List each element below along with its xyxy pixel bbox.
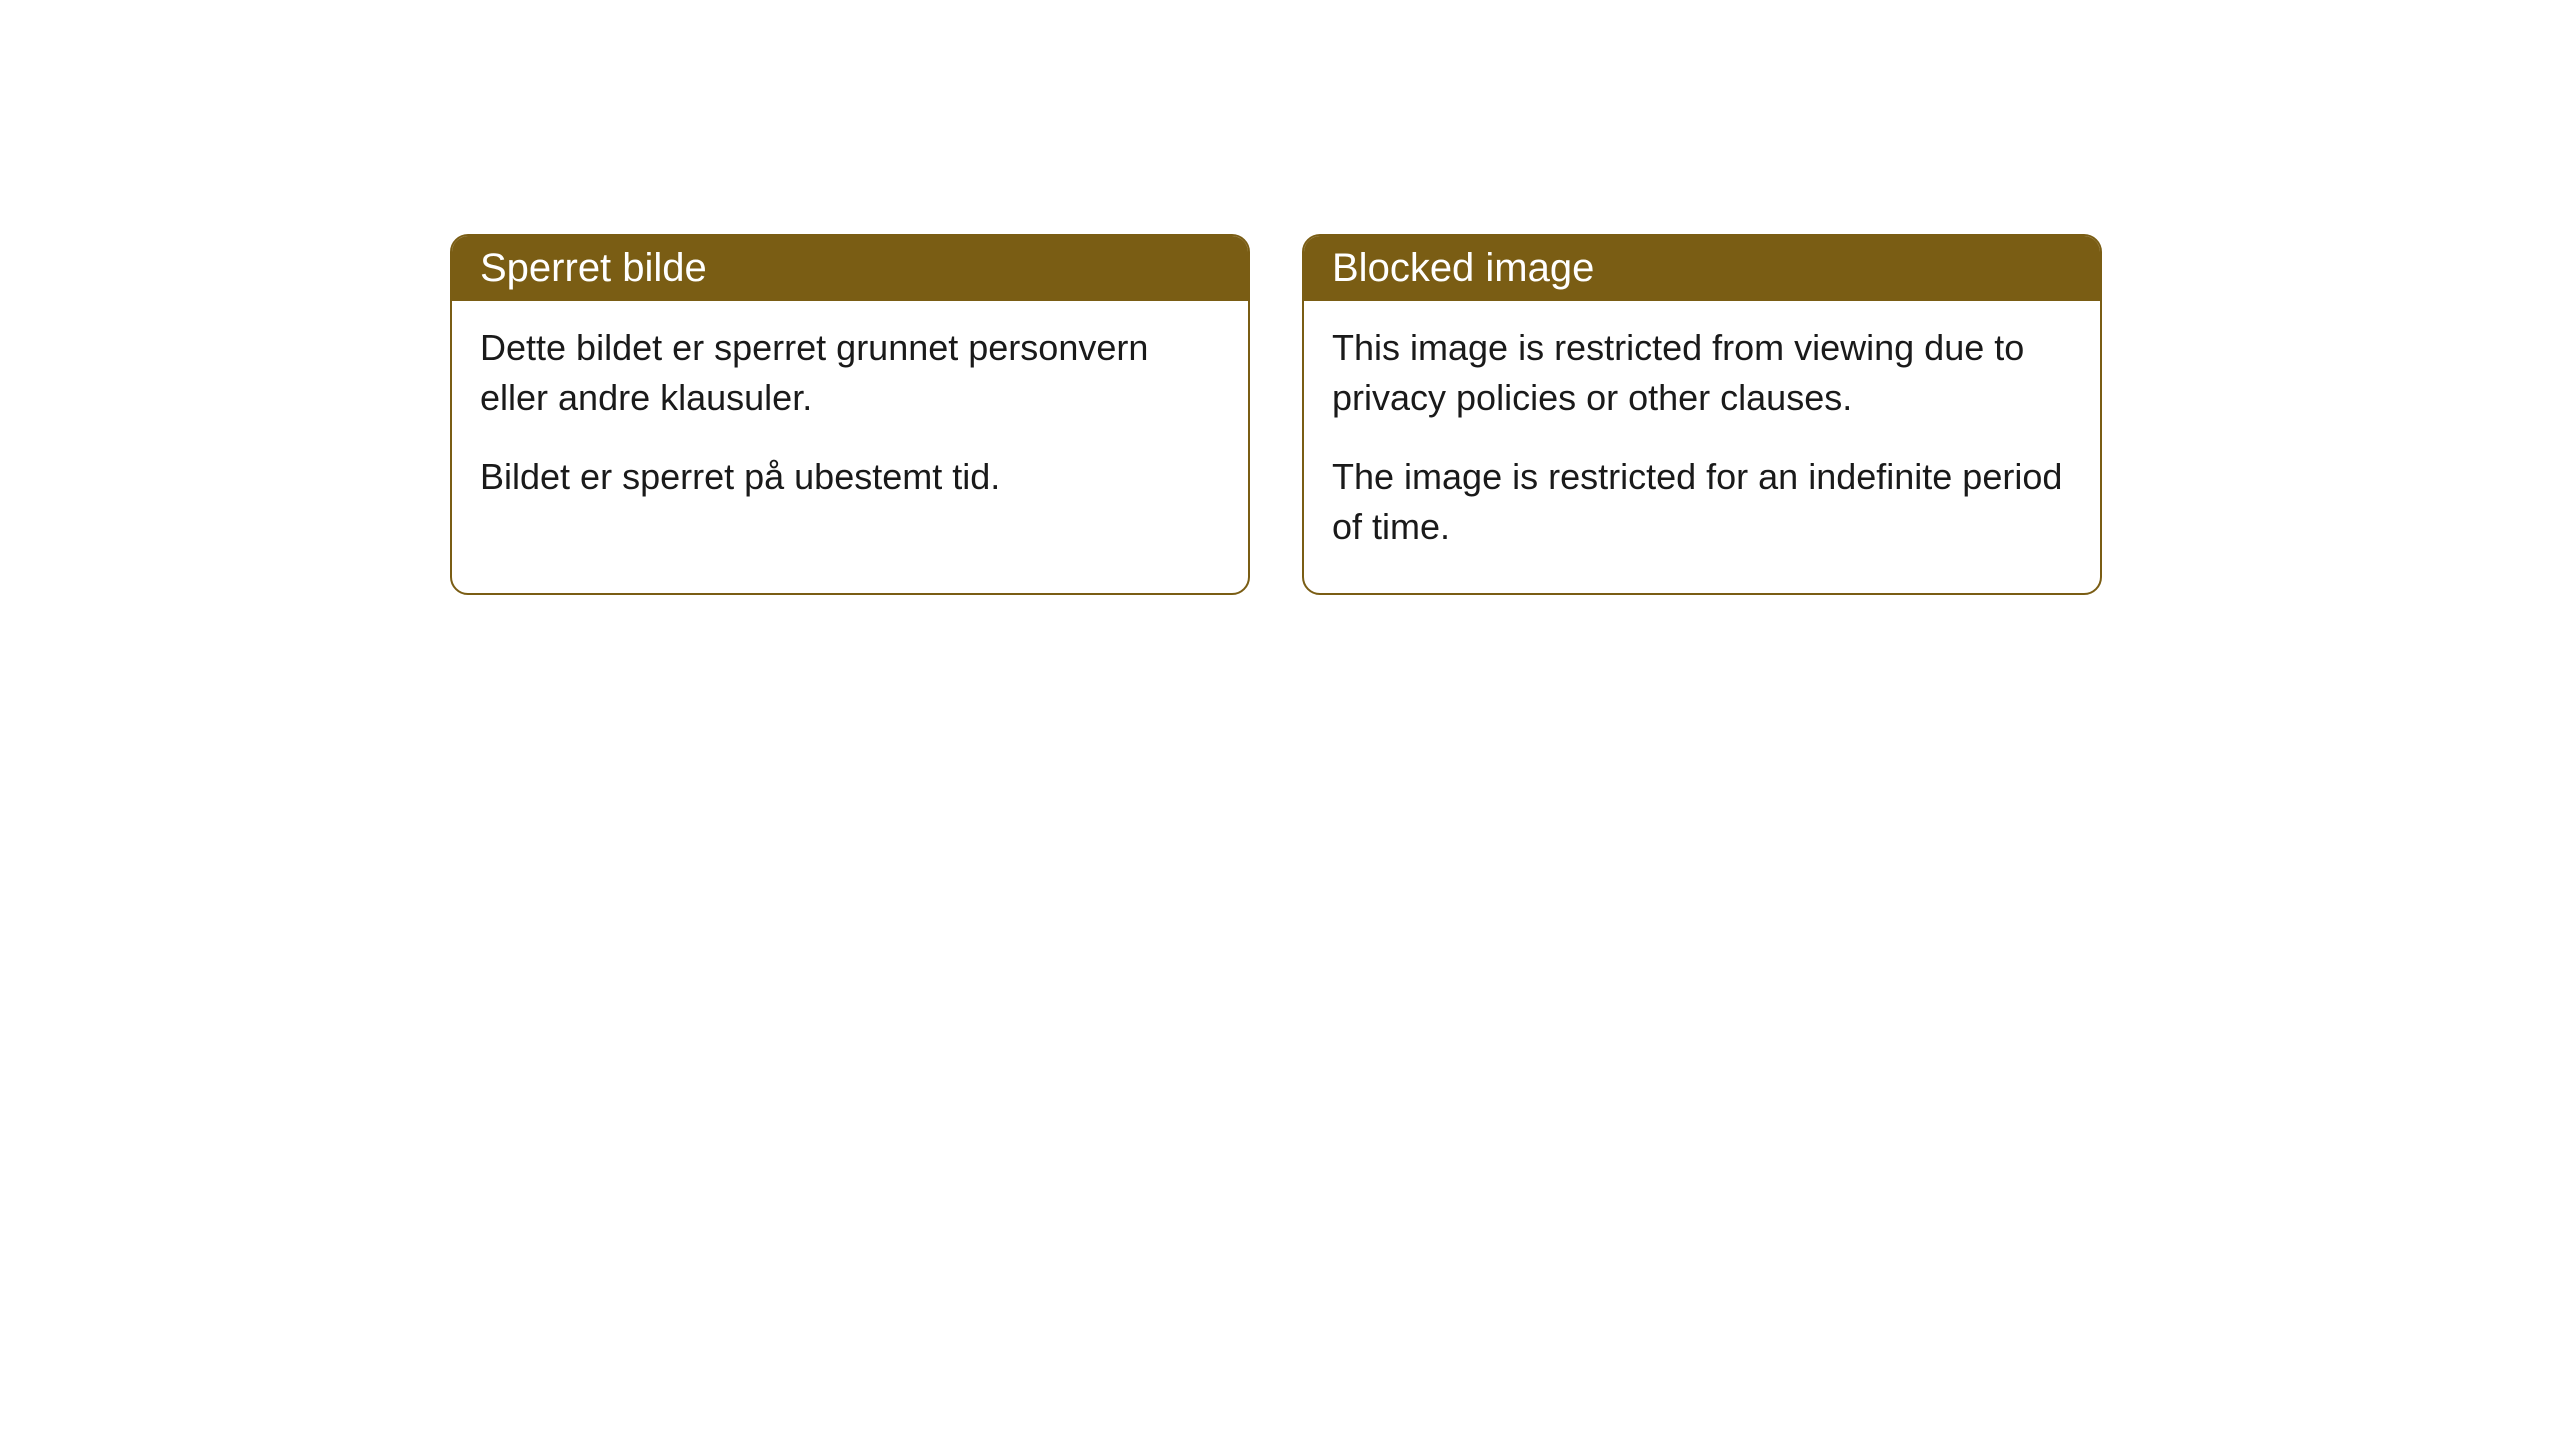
card-title: Blocked image <box>1332 246 1594 290</box>
card-header-norwegian: Sperret bilde <box>452 236 1248 301</box>
card-body-norwegian: Dette bildet er sperret grunnet personve… <box>452 301 1248 542</box>
card-body-english: This image is restricted from viewing du… <box>1304 301 2100 593</box>
blocked-image-card-english: Blocked image This image is restricted f… <box>1302 234 2102 595</box>
notice-paragraph-2: The image is restricted for an indefinit… <box>1332 452 2072 553</box>
notice-paragraph-2: Bildet er sperret på ubestemt tid. <box>480 452 1220 502</box>
card-header-english: Blocked image <box>1304 236 2100 301</box>
notice-paragraph-1: This image is restricted from viewing du… <box>1332 323 2072 424</box>
notice-paragraph-1: Dette bildet er sperret grunnet personve… <box>480 323 1220 424</box>
notice-container: Sperret bilde Dette bildet er sperret gr… <box>450 234 2102 595</box>
blocked-image-card-norwegian: Sperret bilde Dette bildet er sperret gr… <box>450 234 1250 595</box>
card-title: Sperret bilde <box>480 246 707 290</box>
